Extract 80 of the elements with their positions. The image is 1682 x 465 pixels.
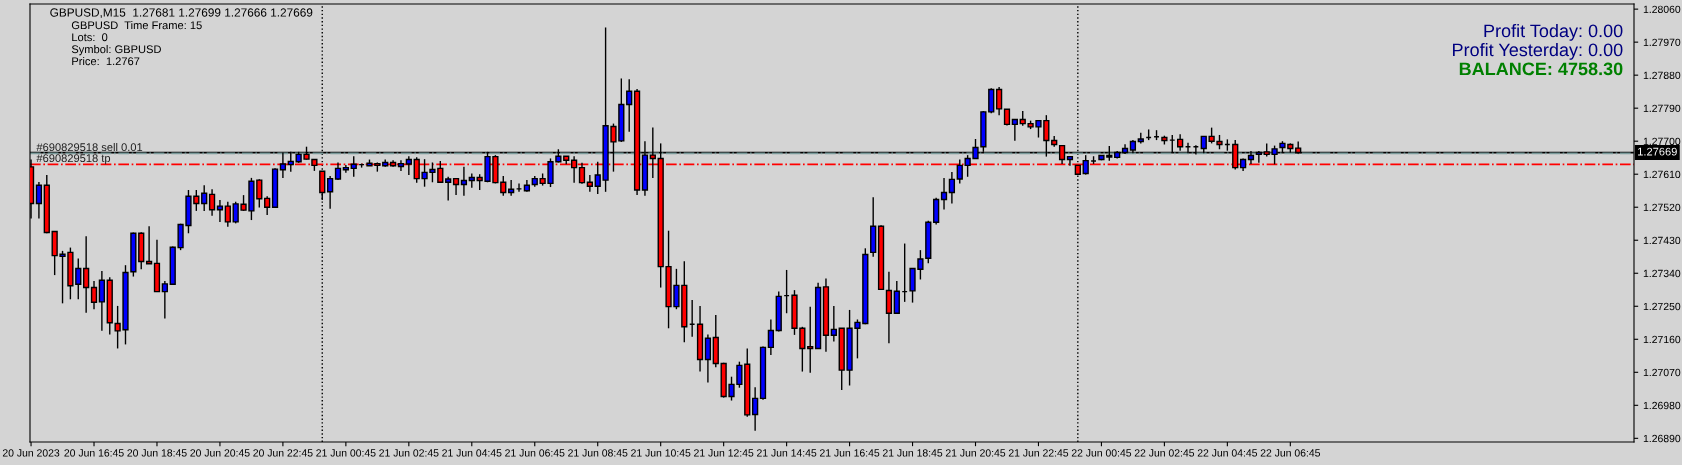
candlestick (405, 155, 412, 176)
y-tick-label: 1.27430 (1643, 236, 1681, 245)
candlestick (161, 280, 168, 320)
candlestick (830, 305, 837, 343)
annotation: Symbol: GBPUSD (71, 45, 161, 56)
x-tick-label: 20 Jun 22:45 (253, 449, 313, 457)
x-tick-label: 21 Jun 08:45 (568, 449, 628, 457)
y-tick-label: 1.27790 (1643, 104, 1681, 113)
candlestick (98, 270, 106, 332)
x-tick-label: 21 Jun 00:45 (316, 449, 376, 457)
candlestick (893, 280, 900, 314)
candlestick (626, 78, 633, 133)
y-tick-label: 1.27160 (1643, 335, 1681, 344)
annotation: Lots: 0 (72, 33, 108, 42)
candlestick (995, 86, 1003, 116)
x-tick-label: 21 Jun 04:45 (442, 449, 502, 457)
x-tick-label: 21 Jun 22:45 (1008, 449, 1069, 457)
candlestick (767, 318, 775, 356)
ref-line-label: #690829518 tp (36, 154, 111, 165)
candlestick (216, 199, 224, 223)
x-tick-label: 20 Jun 16:45 (64, 449, 124, 457)
candlestick (885, 271, 893, 345)
candlestick (350, 155, 357, 178)
x-tick-label: 21 Jun 18:45 (882, 449, 943, 457)
x-tick-label: 22 Jun 00:45 (1071, 449, 1132, 457)
ref-line-label: 1.27669 (1638, 147, 1677, 156)
candlestick (460, 166, 468, 197)
candlestick (264, 195, 271, 216)
x-tick-label: 21 Jun 02:45 (379, 449, 439, 457)
annotation: Profit Today: 0.00 (1484, 24, 1623, 41)
candlestick (83, 235, 90, 314)
candlestick (90, 280, 98, 310)
candlestick (586, 174, 593, 193)
candlestick (445, 176, 452, 202)
y-tick-label: 1.26890 (1643, 434, 1681, 443)
annotation: GBPUSD Time Frame: 15 (71, 21, 202, 30)
y-tick-label: 1.27340 (1643, 269, 1681, 278)
candlestick (35, 181, 43, 220)
candlestick (751, 386, 759, 432)
ref-line-label: #690829518 sell 0.01 (36, 142, 143, 152)
y-tick-label: 1.27880 (1643, 71, 1681, 80)
candlestick (224, 201, 231, 228)
x-tick-label: 21 Jun 20:45 (945, 449, 1006, 457)
x-tick-label: 20 Jun 18:45 (127, 449, 187, 457)
y-tick-label: 1.27520 (1643, 203, 1681, 212)
candlestick (279, 151, 287, 179)
x-tick-label: 21 Jun 16:45 (819, 449, 880, 457)
x-tick-label: 22 Jun 02:45 (1134, 449, 1195, 457)
candlestick (201, 184, 208, 212)
chart-title: GBPUSD,M15 1.27681 1.27699 1.27666 1.27669 (50, 8, 313, 19)
annotation: Price: 1.2767 (72, 57, 140, 66)
y-tick-label: 1.27070 (1643, 368, 1681, 377)
candlestick (208, 188, 216, 217)
annotation: Profit Yesterday: 0.00 (1453, 43, 1623, 60)
y-tick-label: 1.27970 (1643, 38, 1681, 47)
x-tick-label: 22 Jun 04:45 (1197, 449, 1258, 457)
y-tick-label: 1.28060 (1643, 5, 1681, 14)
y-tick-label: 1.27700 (1643, 137, 1681, 146)
candlestick (326, 175, 334, 210)
x-tick-label: 20 Jun 20:45 (190, 449, 250, 457)
candlestick (933, 196, 940, 226)
x-tick-label: 21 Jun 14:45 (757, 449, 817, 457)
candlestick (948, 171, 956, 205)
x-tick-label: 21 Jun 06:45 (505, 449, 565, 457)
candlestick (1066, 155, 1074, 167)
x-tick-label: 21 Jun 10:45 (631, 449, 691, 457)
x-tick-label: 21 Jun 12:45 (694, 449, 754, 457)
x-tick-label: 20 Jun 2023 (2, 449, 60, 457)
y-tick-label: 1.26980 (1643, 401, 1681, 410)
candlestick (1082, 154, 1089, 176)
candlestick (940, 177, 948, 211)
candlestick (1011, 118, 1018, 142)
y-tick-label: 1.27250 (1643, 302, 1681, 311)
candlestick (1255, 150, 1262, 164)
candlestick (397, 159, 405, 172)
candlestick (704, 333, 712, 384)
y-tick-label: 1.27610 (1643, 170, 1681, 179)
x-tick-label: 22 Jun 06:45 (1260, 449, 1321, 457)
annotation: BALANCE: 4758.30 (1459, 62, 1623, 76)
candlestick (807, 305, 814, 374)
